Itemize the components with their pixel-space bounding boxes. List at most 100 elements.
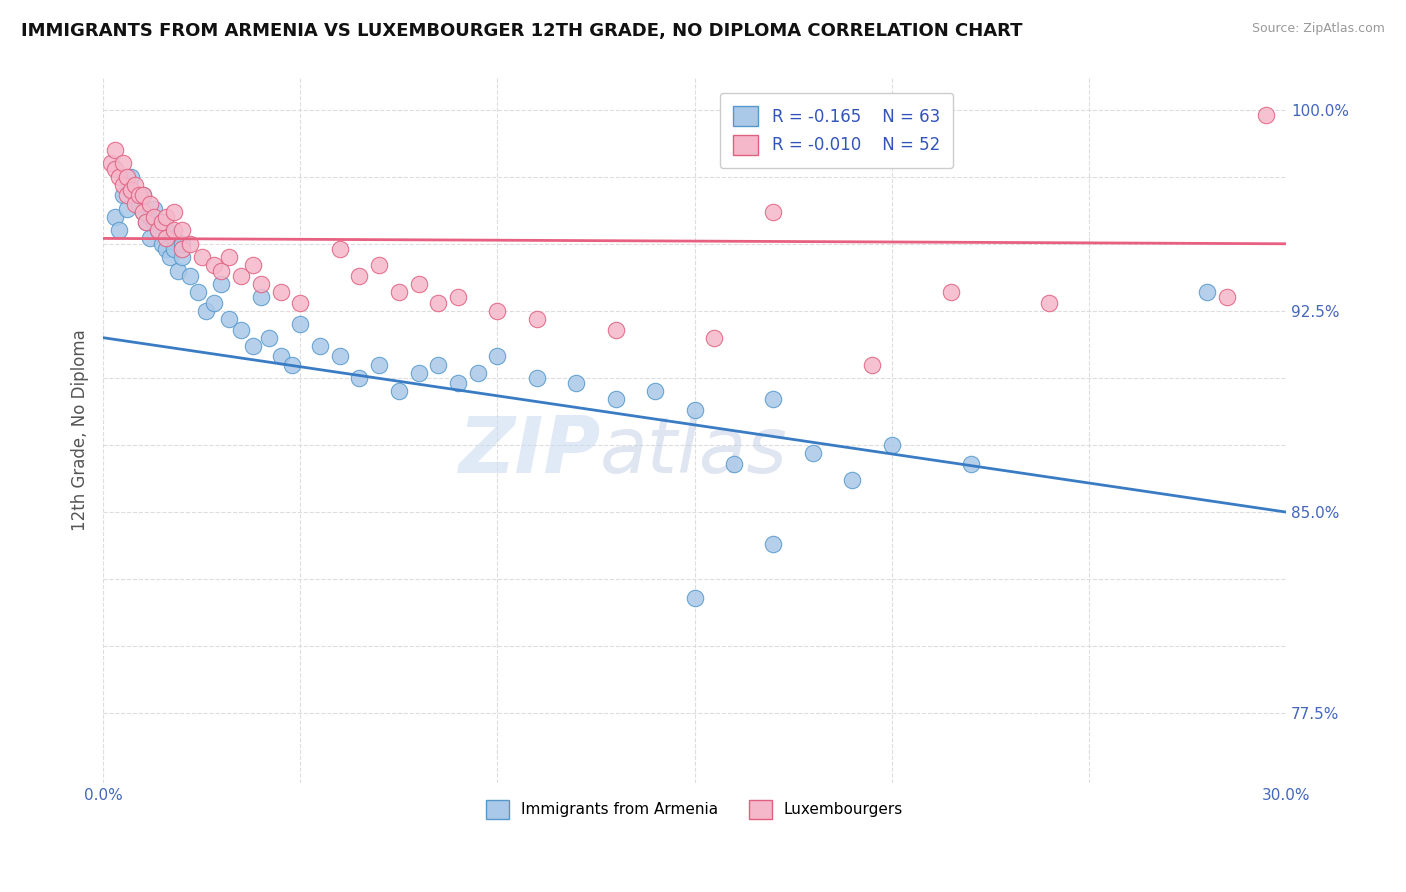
Point (427, 295, 450, 310)
Point (131, 188, 153, 202)
Legend: Immigrants from Armenia, Luxembourgers: Immigrants from Armenia, Luxembourgers (479, 794, 910, 825)
Point (111, 188, 134, 202)
Point (148, 223, 170, 237)
Point (290, 318, 312, 332)
Point (128, 188, 150, 202)
Point (120, 183, 142, 197)
Point (526, 312, 548, 326)
Point (644, 384, 666, 399)
Point (486, 350, 509, 364)
Point (120, 183, 142, 197)
Point (187, 285, 209, 299)
Point (723, 457, 745, 471)
Point (218, 312, 240, 326)
Point (309, 339, 332, 353)
Point (801, 446, 824, 460)
Point (270, 350, 292, 364)
Point (209, 263, 232, 277)
Point (170, 250, 193, 264)
Point (115, 202, 138, 216)
Point (939, 285, 962, 299)
Point (229, 268, 252, 283)
Point (250, 290, 273, 304)
Point (408, 366, 430, 380)
Point (143, 202, 166, 216)
Point (104, 210, 127, 224)
Point (108, 223, 131, 237)
Point (100, 156, 122, 170)
Point (124, 178, 146, 192)
Point (762, 537, 785, 551)
Point (163, 204, 186, 219)
Point (108, 169, 131, 184)
Point (218, 250, 240, 264)
Point (860, 358, 883, 372)
Point (135, 215, 157, 229)
Point (115, 188, 138, 202)
Point (229, 323, 252, 337)
Point (179, 268, 201, 283)
Point (170, 242, 193, 256)
Point (329, 350, 352, 364)
Point (131, 204, 153, 219)
Text: ZIP: ZIP (458, 413, 600, 490)
Point (148, 223, 170, 237)
Point (841, 473, 863, 487)
Point (242, 258, 264, 272)
Point (167, 263, 190, 277)
Text: Source: ZipAtlas.com: Source: ZipAtlas.com (1251, 22, 1385, 36)
Point (124, 188, 146, 202)
Point (111, 156, 134, 170)
Point (388, 384, 411, 399)
Point (959, 457, 981, 471)
Point (427, 358, 450, 372)
Point (703, 331, 725, 345)
Point (179, 236, 201, 251)
Point (762, 392, 785, 407)
Point (209, 277, 232, 291)
Point (202, 258, 225, 272)
Point (467, 366, 489, 380)
Point (131, 204, 153, 219)
Point (155, 231, 177, 245)
Point (762, 204, 785, 219)
Point (139, 231, 162, 245)
Point (447, 376, 470, 391)
Point (565, 376, 588, 391)
Point (290, 295, 312, 310)
Text: IMMIGRANTS FROM ARMENIA VS LUXEMBOURGER 12TH GRADE, NO DIPLOMA CORRELATION CHART: IMMIGRANTS FROM ARMENIA VS LUXEMBOURGER … (21, 22, 1022, 40)
Point (242, 339, 264, 353)
Point (281, 358, 304, 372)
Point (447, 290, 470, 304)
Point (150, 215, 173, 229)
Point (880, 438, 903, 452)
Point (526, 371, 548, 385)
Point (368, 258, 391, 272)
Point (143, 210, 166, 224)
Point (155, 210, 177, 224)
Point (270, 285, 292, 299)
Point (1216, 290, 1239, 304)
Point (486, 303, 509, 318)
Point (190, 250, 212, 264)
Point (163, 231, 186, 245)
Point (131, 188, 153, 202)
Point (163, 242, 186, 256)
Point (159, 250, 181, 264)
Point (257, 331, 280, 345)
Point (104, 143, 127, 157)
Point (605, 392, 627, 407)
Point (170, 223, 193, 237)
Point (329, 242, 352, 256)
Y-axis label: 12th Grade, No Diploma: 12th Grade, No Diploma (72, 329, 89, 531)
Point (605, 323, 627, 337)
Point (1038, 295, 1060, 310)
Point (150, 215, 173, 229)
Point (155, 223, 177, 237)
Point (150, 236, 173, 251)
Point (388, 285, 411, 299)
Point (163, 223, 186, 237)
Point (143, 215, 166, 229)
Point (683, 403, 706, 417)
Point (124, 196, 146, 211)
